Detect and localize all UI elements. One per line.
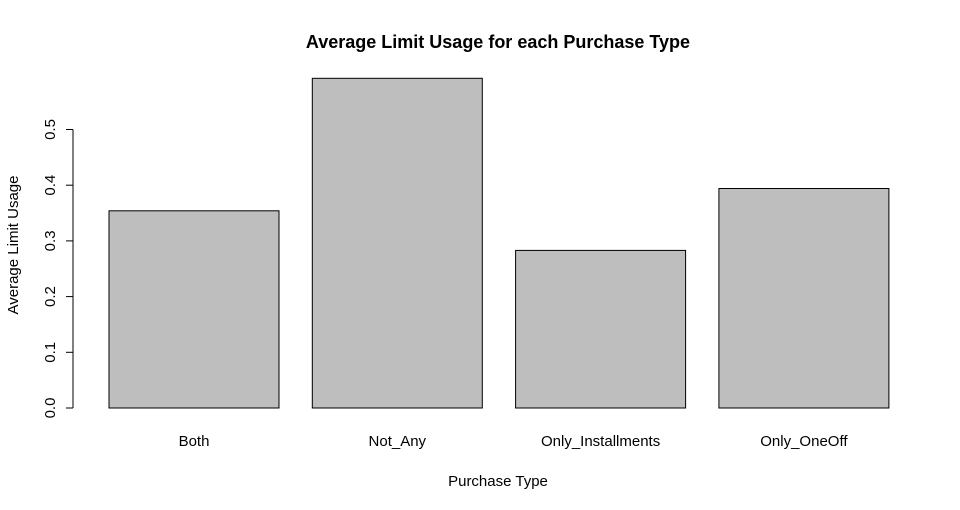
- x-axis-label: Purchase Type: [448, 473, 548, 490]
- y-tick-label: 0.3: [42, 230, 59, 251]
- bar-not-any: [311, 77, 483, 409]
- bars-group: [108, 77, 890, 409]
- x-tick-label: Both: [179, 433, 210, 450]
- y-tick-label: 0.4: [42, 175, 59, 196]
- bar-both: [108, 210, 280, 409]
- x-tick-labels: Both Not_Any Only_Installments Only_OneOff: [179, 433, 849, 450]
- y-axis: 0.0 0.1 0.2 0.3 0.4 0.5: [42, 119, 74, 419]
- y-axis-label: Average Limit Usage: [5, 176, 22, 315]
- y-tick-label: 0.1: [42, 342, 59, 363]
- x-tick-label: Not_Any: [369, 433, 427, 450]
- y-tick-label: 0.0: [42, 398, 59, 419]
- bar-only-installments: [515, 249, 687, 409]
- bar-only-oneoff: [718, 188, 890, 409]
- chart-title: Average Limit Usage for each Purchase Ty…: [306, 32, 690, 52]
- x-tick-label: Only_Installments: [541, 433, 660, 450]
- y-tick-label: 0.2: [42, 286, 59, 307]
- x-tick-label: Only_OneOff: [760, 433, 848, 450]
- y-tick-label: 0.5: [42, 119, 59, 140]
